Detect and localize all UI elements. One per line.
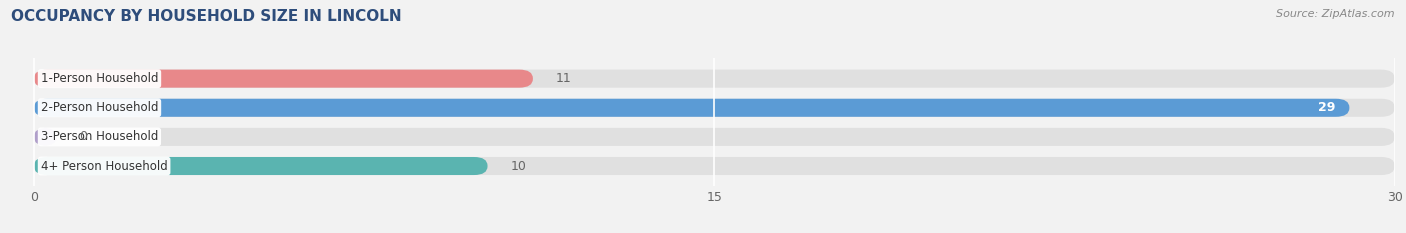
Text: Source: ZipAtlas.com: Source: ZipAtlas.com: [1277, 9, 1395, 19]
FancyBboxPatch shape: [34, 70, 1395, 88]
Text: 29: 29: [1319, 101, 1336, 114]
FancyBboxPatch shape: [34, 128, 56, 146]
FancyBboxPatch shape: [34, 99, 1350, 117]
Text: OCCUPANCY BY HOUSEHOLD SIZE IN LINCOLN: OCCUPANCY BY HOUSEHOLD SIZE IN LINCOLN: [11, 9, 402, 24]
Text: 3-Person Household: 3-Person Household: [41, 130, 157, 143]
Text: 0: 0: [79, 130, 87, 143]
FancyBboxPatch shape: [34, 70, 533, 88]
FancyBboxPatch shape: [34, 157, 488, 175]
Text: 11: 11: [555, 72, 571, 85]
FancyBboxPatch shape: [34, 128, 1395, 146]
Text: 10: 10: [510, 160, 526, 172]
Text: 2-Person Household: 2-Person Household: [41, 101, 159, 114]
FancyBboxPatch shape: [34, 99, 1395, 117]
FancyBboxPatch shape: [34, 157, 1395, 175]
Text: 4+ Person Household: 4+ Person Household: [41, 160, 167, 172]
Text: 1-Person Household: 1-Person Household: [41, 72, 159, 85]
